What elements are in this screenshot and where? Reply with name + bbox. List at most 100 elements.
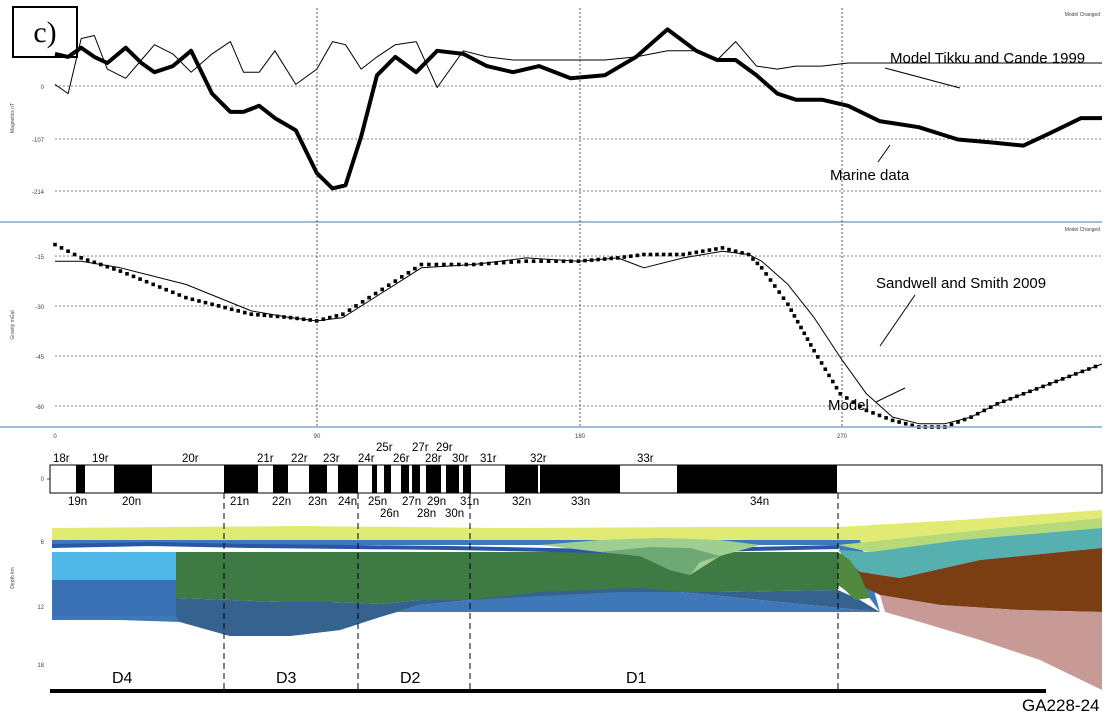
gravity-model-point — [1015, 394, 1019, 399]
gravity-series-0 — [55, 250, 1103, 425]
gravity-model-point — [1080, 369, 1085, 374]
chron-label-33r: 33r — [637, 453, 654, 465]
gravity-model-point — [118, 269, 123, 273]
gravity-model-point — [777, 290, 781, 294]
chron-normal-19n — [76, 465, 85, 493]
gravity-model-point — [661, 252, 666, 257]
gravity-model-point — [282, 315, 286, 319]
chron-normal-24n — [338, 465, 358, 493]
gravity-model-point — [1067, 374, 1072, 379]
gravity-model-point — [609, 256, 613, 261]
gravity-model-point — [464, 262, 469, 267]
chron-label-28n: 28n — [417, 508, 436, 520]
gravity-model-point — [746, 252, 751, 257]
gravity-model-point — [243, 310, 247, 315]
gravity-model-point — [360, 300, 365, 304]
gravity-model-point — [1041, 384, 1045, 389]
gravity-model-point — [472, 262, 476, 267]
chron-normal-22n — [273, 465, 288, 493]
gravity-model-point — [834, 385, 839, 390]
chron-normal-21n — [224, 465, 258, 493]
margin-teal — [838, 528, 1102, 578]
chron-label-34n: 34n — [750, 496, 769, 508]
gravity-model-point — [479, 262, 484, 266]
gravity-model-point — [1021, 392, 1026, 396]
gravity-model-point — [216, 304, 221, 308]
gravity-model-point — [910, 423, 914, 428]
gravity-model-point — [434, 262, 439, 267]
gravity-model-point — [629, 254, 633, 258]
gravity-model-point — [341, 312, 345, 316]
figure-id: GA228-24 — [1022, 696, 1100, 715]
gravity-model-point — [190, 297, 195, 302]
gravity-model-point — [975, 411, 980, 416]
chron-label-33n: 33n — [571, 496, 590, 508]
chron-label-31n: 31n — [460, 496, 479, 508]
chron-normal-34n — [677, 465, 837, 493]
x-tick-270: 270 — [837, 434, 848, 440]
gravity-model-point — [125, 272, 129, 276]
gravity-model-point — [99, 262, 103, 267]
chron-label-21n: 21n — [230, 496, 249, 508]
gravity-model-point — [92, 260, 97, 265]
gravity-model-point — [877, 413, 882, 418]
gravity-model-point — [982, 408, 986, 413]
depth-label: Depth km — [10, 567, 16, 588]
chron-label-26r: 26r — [393, 453, 410, 465]
chron-label-32n: 32n — [512, 496, 531, 508]
gravity-model-point — [138, 277, 142, 281]
chron-axis-zero: 0 — [41, 477, 45, 483]
domain-label-d3: D3 — [276, 670, 297, 687]
gravity-model-point — [406, 271, 411, 275]
gravity-model-point — [903, 421, 908, 426]
gravity-model-point — [295, 316, 299, 321]
gravity-model-point — [819, 361, 824, 365]
gravity-model-point — [831, 379, 835, 384]
gravity-model-point — [400, 275, 404, 279]
gravity-model-point — [85, 258, 90, 262]
gravity-model-point — [576, 259, 581, 263]
chron-label-23r: 23r — [323, 453, 340, 465]
magnetics-series-1 — [54, 35, 1102, 95]
gravity-model-point — [674, 252, 679, 257]
domain-d4-upper-block — [52, 552, 176, 580]
chron-label-20n: 20n — [122, 496, 141, 508]
crustal-section: Depth km 6 12 18 D4 D3 — [10, 493, 1102, 693]
depth-tick-6: 6 — [41, 540, 45, 546]
domain-d4-lower-block — [52, 580, 176, 616]
magnetics-status-text: Model Changed — [1065, 12, 1101, 18]
gravity-model-point — [367, 295, 371, 300]
x-tick-0: 0 — [53, 434, 57, 440]
gravity-model-point — [884, 416, 888, 420]
gravity-model-point — [413, 266, 417, 271]
chron-normal-23n — [309, 465, 327, 493]
gravity-model-point — [764, 272, 768, 276]
gravity-ytick-2: -45 — [35, 355, 44, 361]
gravity-model-point — [509, 260, 513, 264]
gravity-model-point — [648, 252, 653, 257]
gravity-model-point — [851, 400, 856, 404]
magnetics-series — [54, 27, 1102, 191]
gravity-model-point — [751, 257, 755, 261]
gravity-model-point — [589, 258, 594, 262]
gravity-model-point — [1034, 387, 1039, 391]
gravity-model-point — [969, 415, 973, 419]
gravity-model-point — [655, 252, 659, 257]
gravity-model-point — [949, 422, 954, 427]
chron-normal-26n — [384, 465, 391, 493]
chron-label-19r: 19r — [92, 453, 109, 465]
sandwell-leader-line — [879, 294, 916, 347]
chron-normal-30n — [446, 465, 459, 493]
chron-bar: 0 18r 19r 20r 21r 22r 23r 24r 25r 26r 27… — [41, 442, 1103, 520]
chron-label-27n: 27n — [402, 496, 421, 508]
gravity-model-point — [53, 242, 57, 247]
gravity-model-point — [812, 348, 816, 353]
margin-green-wedge — [838, 552, 870, 600]
gravity-model-point — [596, 257, 600, 262]
gravity-model-point — [275, 314, 280, 319]
marine-leader-line — [877, 144, 891, 163]
tikku-leader-line — [884, 67, 961, 89]
model-leader-line — [875, 387, 906, 403]
tikku-cande-label: Model Tikku and Cande 1999 — [890, 50, 1085, 67]
margin-brown — [838, 548, 1102, 612]
